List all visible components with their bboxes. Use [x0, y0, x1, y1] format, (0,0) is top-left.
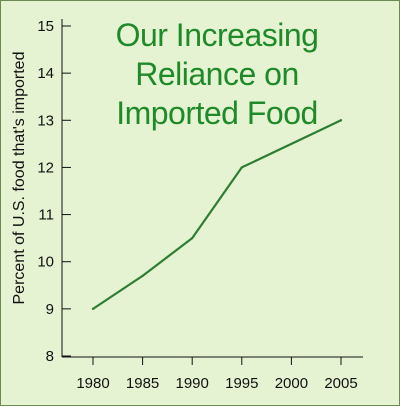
chart-title-line-2: Reliance on: [135, 56, 299, 92]
x-tick-label: 1990: [176, 375, 209, 392]
y-tick-label: 14: [37, 65, 54, 82]
data-point: [339, 119, 343, 122]
x-tick-label: 2005: [324, 375, 357, 392]
y-tick-label: 12: [37, 159, 54, 176]
y-tick-label: 8: [46, 348, 54, 365]
x-axis-ticks: 1980 1985 1990 1995 2000 2005: [76, 357, 358, 392]
x-tick-label: 2000: [275, 375, 308, 392]
x-tick-label: 1985: [126, 375, 159, 392]
x-tick-label: 1995: [225, 375, 258, 392]
y-tick-label: 15: [37, 18, 54, 35]
data-point: [141, 274, 144, 277]
y-tick-label: 13: [37, 112, 54, 129]
y-tick-label: 10: [37, 254, 54, 271]
chart-title-line-1: Our Increasing: [116, 17, 319, 53]
y-tick-label: 9: [46, 301, 54, 318]
y-axis-title: Percent of U.S. food that's imported: [11, 52, 28, 305]
series-line: [91, 119, 343, 310]
chart-title-line-3: Imported Food: [116, 95, 318, 131]
series-group: [91, 119, 343, 310]
data-point: [240, 166, 243, 169]
y-tick-label: 11: [38, 207, 54, 224]
x-tick-label: 1980: [76, 375, 109, 392]
y-axis-ticks: 8 9 10 11 12 13 14 15: [37, 18, 71, 365]
data-point: [91, 307, 95, 310]
data-point: [191, 237, 194, 240]
